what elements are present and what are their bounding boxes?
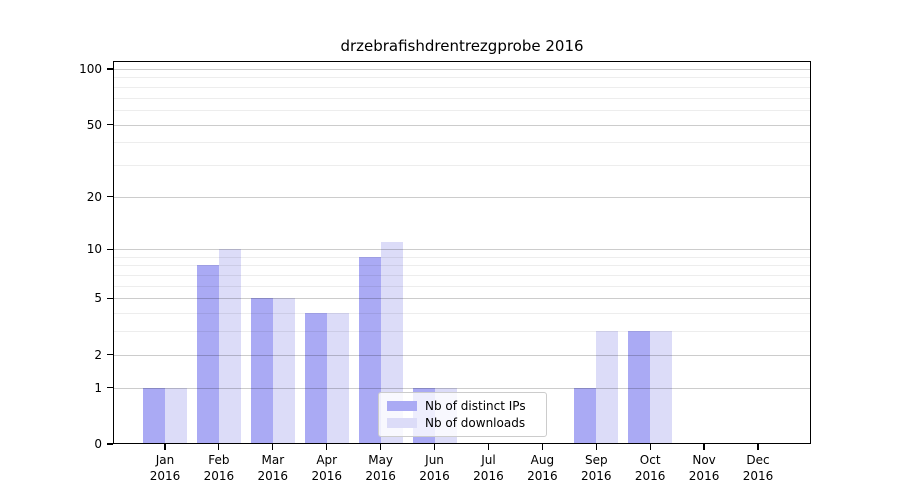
legend: Nb of distinct IPs Nb of downloads	[378, 392, 547, 437]
bar-downloads-oct	[650, 331, 673, 444]
x-tick-mark-jun	[433, 444, 436, 450]
y-tick-label-0: 0	[94, 437, 102, 451]
x-tick-label-jan: Jan 2016	[149, 453, 181, 483]
gridline-5	[114, 298, 810, 300]
gridline-100	[114, 68, 810, 70]
x-tick-mark-feb	[218, 444, 220, 450]
gridline-minor-30	[114, 164, 810, 166]
y-tick-label-1: 1	[94, 380, 102, 395]
gridline-minor-90	[114, 77, 810, 79]
bar-distinct-ips-feb	[196, 265, 219, 444]
y-tick-mark-100	[107, 68, 113, 70]
gridline-minor-7	[114, 275, 810, 277]
bar-downloads-mar	[272, 298, 295, 444]
chart-title: drzebrafishdrentrezgprobe 2016	[340, 37, 584, 55]
x-tick-label-dec: Dec 2016	[742, 453, 774, 483]
y-tick-mark-50	[107, 123, 113, 126]
bar-distinct-ips-jan	[143, 387, 165, 444]
x-tick-label-feb: Feb 2016	[203, 453, 235, 483]
y-tick-mark-2	[107, 354, 113, 356]
bar-downloads-jan	[165, 387, 187, 444]
y-tick-label-20: 20	[86, 189, 102, 204]
legend-row-downloads: Nb of downloads	[387, 416, 538, 430]
gridline-minor-70	[114, 97, 810, 99]
bar-distinct-ips-mar	[250, 298, 273, 444]
x-tick-label-mar: Mar 2016	[257, 453, 289, 483]
y-tick-mark-1	[107, 387, 113, 389]
y-tick-mark-0	[107, 443, 113, 445]
x-tick-mark-aug	[541, 444, 543, 450]
legend-label-downloads: Nb of downloads	[425, 416, 526, 431]
gridline-minor-9	[114, 256, 810, 258]
bar-downloads-apr	[326, 313, 349, 444]
bar-downloads-feb	[218, 249, 241, 444]
gridline-minor-60	[114, 109, 810, 111]
gridline-minor-4	[114, 313, 810, 315]
gridline-1	[114, 387, 810, 389]
gridline-20	[114, 196, 810, 198]
y-tick-mark-20	[107, 196, 113, 198]
gridline-minor-3	[114, 331, 810, 333]
bar-distinct-ips-apr	[304, 313, 327, 444]
bar-distinct-ips-may	[358, 256, 381, 444]
gridline-minor-6	[114, 285, 810, 287]
bar-distinct-ips-oct	[628, 331, 651, 444]
y-tick-label-100: 100	[79, 61, 102, 76]
x-tick-mark-jan	[164, 444, 166, 450]
gridline-10	[114, 249, 810, 251]
x-tick-label-oct: Oct 2016	[634, 453, 666, 483]
x-tick-mark-jul	[487, 444, 490, 450]
legend-swatch-downloads	[387, 418, 417, 429]
x-tick-mark-apr	[326, 444, 328, 450]
x-tick-label-nov: Nov 2016	[688, 453, 720, 483]
x-tick-label-jun: Jun 2016	[419, 453, 450, 483]
x-tick-mark-dec	[757, 444, 759, 450]
x-tick-label-jul: Jul 2016	[473, 453, 504, 483]
x-tick-label-may: May 2016	[365, 453, 396, 483]
legend-label-distinct-ips: Nb of distinct IPs	[425, 398, 526, 413]
bar-distinct-ips-sep	[574, 387, 597, 444]
x-tick-label-apr: Apr 2016	[311, 453, 342, 483]
x-tick-mark-oct	[649, 444, 651, 450]
gridline-50	[114, 124, 810, 126]
y-tick-label-50: 50	[86, 117, 102, 132]
x-tick-label-sep: Sep 2016	[580, 453, 612, 483]
x-tick-mark-may	[380, 444, 382, 450]
legend-row-distinct-ips: Nb of distinct IPs	[387, 399, 538, 413]
legend-swatch-distinct-ips	[387, 400, 417, 411]
x-tick-mark-sep	[595, 444, 597, 450]
gridline-minor-8	[114, 265, 810, 267]
y-tick-label-5: 5	[94, 291, 102, 306]
y-tick-label-2: 2	[94, 347, 102, 362]
y-tick-mark-5	[107, 297, 113, 299]
gridline-minor-80	[114, 86, 810, 88]
y-tick-label-10: 10	[86, 242, 102, 257]
gridline-minor-40	[114, 142, 810, 144]
gridline-2	[114, 354, 810, 356]
bar-downloads-sep	[596, 331, 619, 444]
y-tick-mark-10	[107, 248, 113, 250]
x-tick-mark-mar	[272, 444, 274, 450]
x-tick-label-aug: Aug 2016	[527, 453, 558, 483]
x-tick-mark-nov	[703, 444, 705, 450]
